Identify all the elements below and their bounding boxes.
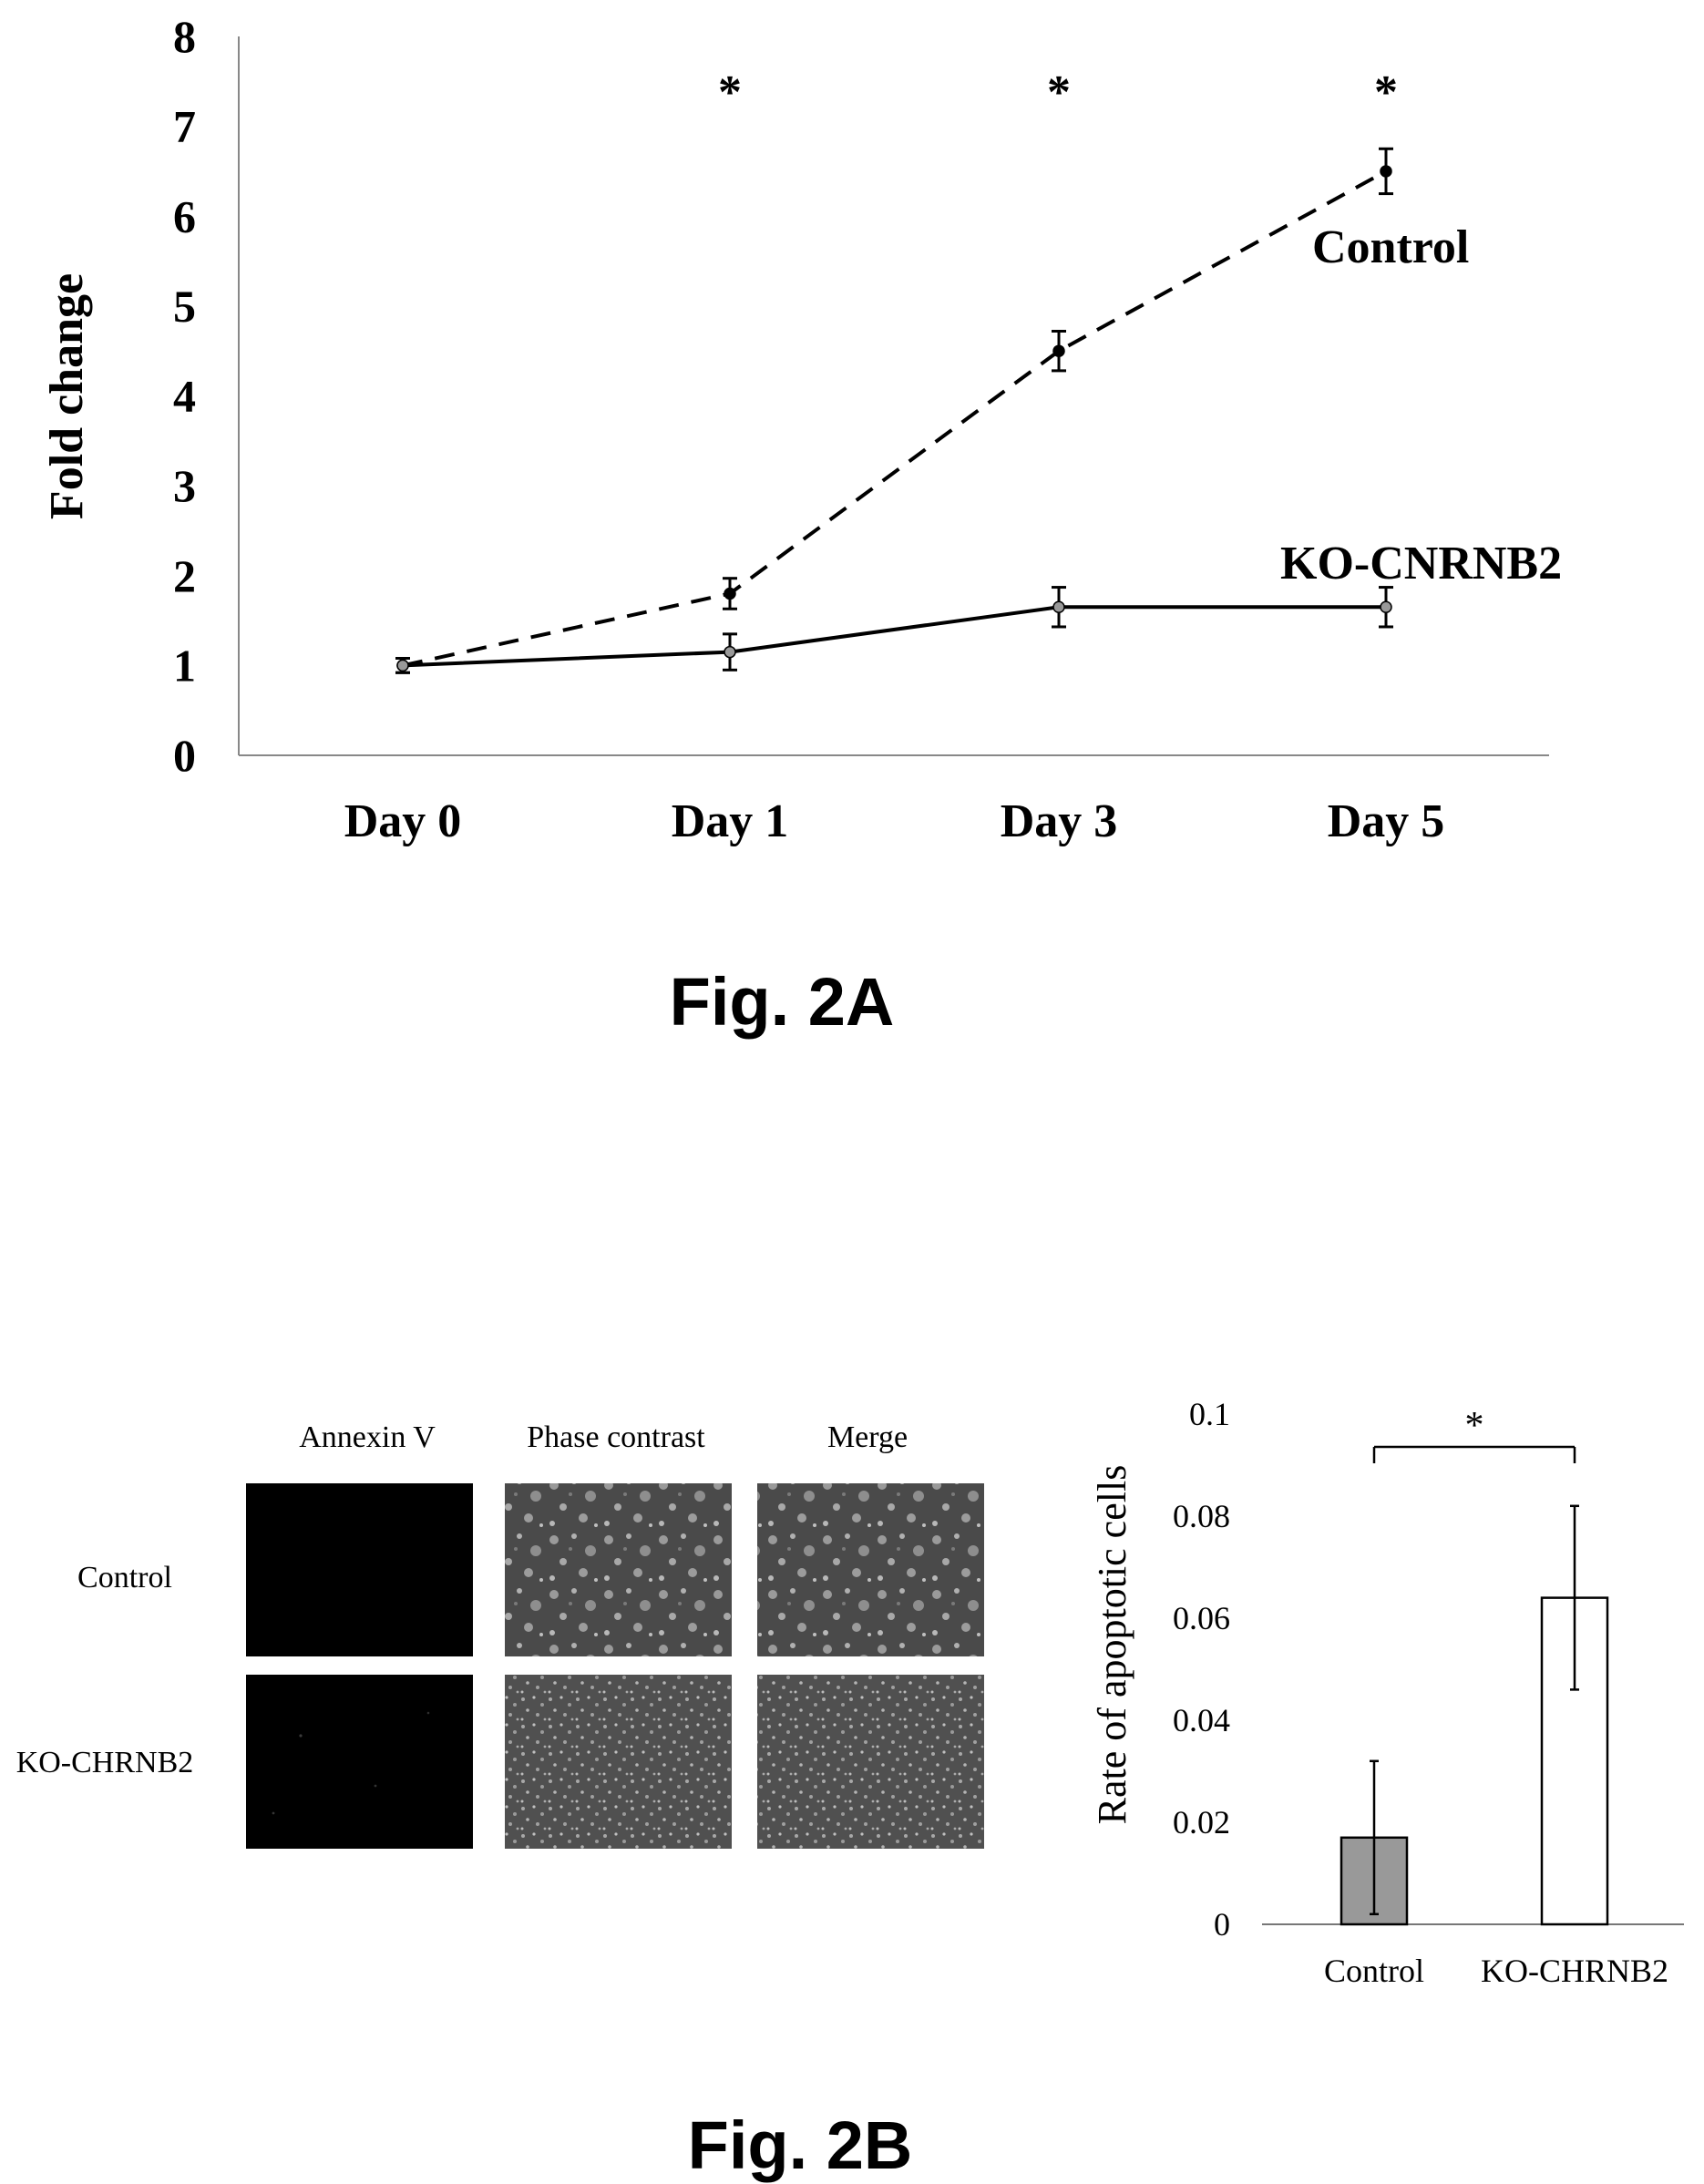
significance-star: *	[718, 67, 742, 118]
y-tick-label: 0	[1214, 1906, 1230, 1943]
row-label-control: Control	[77, 1561, 172, 1594]
x-tick-label: Day 0	[344, 795, 462, 847]
y-tick-label: 6	[173, 190, 196, 241]
tile-control-phase	[505, 1483, 732, 1656]
series-line-control	[402, 169, 1387, 668]
y-tick-label: 3	[173, 460, 196, 511]
x-tick-labels: Control KO-CHRNB2	[1324, 1953, 1668, 1989]
y-tick-label: 0	[173, 730, 196, 781]
y-tick-label: 0.1	[1189, 1396, 1230, 1432]
bars-group	[1340, 1504, 1609, 1926]
tile-control-annexin	[246, 1483, 473, 1656]
significance-star: *	[1374, 67, 1398, 118]
column-label-phase: Phase contrast	[527, 1420, 705, 1454]
column-label-merge: Merge	[827, 1420, 908, 1454]
figure-2b-caption: Fig. 2B	[688, 2107, 913, 2183]
y-tick-labels: 0 1 2 3 4 5 6 7 8	[173, 11, 196, 781]
y-tick-label: 0.04	[1173, 1702, 1230, 1738]
y-tick-label: 2	[173, 550, 196, 601]
data-point	[724, 587, 736, 600]
significance-star: *	[1047, 67, 1071, 118]
bar-chart-apoptosis: 0 0.02 0.04 0.06 0.08 0.1 Rate of apoptotic c…	[1090, 1396, 1684, 1989]
significance-bracket: *	[1372, 1405, 1576, 1463]
row-label-ko: KO-CHRNB2	[16, 1746, 194, 1779]
series-label-control: Control	[1312, 221, 1469, 273]
figure-2a-caption: Fig. 2A	[670, 964, 895, 1040]
y-tick-label: 1	[173, 640, 196, 691]
data-point	[396, 659, 409, 672]
significance-star: *	[1465, 1405, 1484, 1447]
x-tick-label: Control	[1324, 1953, 1424, 1989]
x-tick-labels: Day 0 Day 1 Day 3 Day 5	[344, 795, 1445, 847]
column-label-annexin: Annexin V	[299, 1420, 436, 1454]
x-tick-label: Day 5	[1328, 795, 1445, 847]
series-group	[395, 147, 1393, 674]
x-tick-label: KO-CHRNB2	[1481, 1953, 1668, 1989]
micrograph-panel: Annexin V Phase contrast Merge Control K…	[16, 1420, 984, 1849]
x-tick-label: Day 3	[1001, 795, 1118, 847]
y-tick-label: 8	[173, 11, 196, 62]
data-point	[1052, 600, 1065, 614]
significance-marks: * * *	[718, 67, 1398, 118]
y-tick-label: 4	[173, 371, 196, 422]
data-point	[1380, 600, 1392, 614]
y-axis-label: Fold change	[41, 273, 93, 519]
data-point	[724, 645, 736, 659]
tile-control-merge	[757, 1483, 984, 1656]
series-label-ko: KO-CNRNB2	[1280, 538, 1562, 590]
y-axis-label: Rate of apoptotic cells	[1090, 1465, 1134, 1825]
series-line-ko	[402, 605, 1386, 668]
y-tick-label: 0.02	[1173, 1804, 1230, 1841]
y-tick-label: 0.06	[1173, 1600, 1230, 1636]
y-tick-label: 7	[173, 101, 196, 152]
y-tick-label: 0.08	[1173, 1498, 1230, 1534]
data-point	[1380, 165, 1392, 178]
bar-ko	[1540, 1596, 1609, 1926]
tile-ko-phase	[505, 1675, 732, 1849]
y-tick-labels: 0 0.02 0.04 0.06 0.08 0.1	[1173, 1396, 1230, 1943]
data-point	[1052, 344, 1065, 357]
tile-ko-merge	[757, 1675, 984, 1849]
tile-ko-annexin	[246, 1675, 473, 1849]
y-tick-label: 5	[173, 281, 196, 332]
x-tick-label: Day 1	[672, 795, 789, 847]
